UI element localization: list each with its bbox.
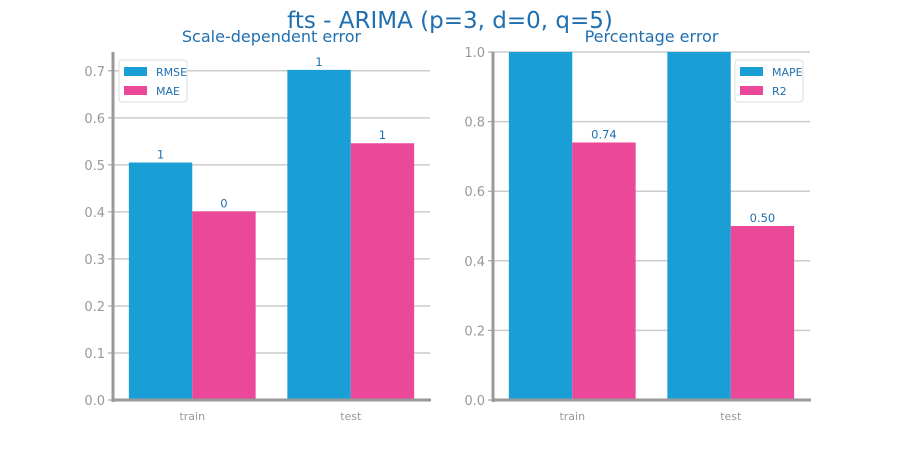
legend-label: MAE <box>156 85 180 98</box>
bar-r2-train <box>572 142 636 401</box>
y-tick-label: 0.1 <box>84 347 105 362</box>
y-tick-label: 0.6 <box>464 185 485 200</box>
subplot-1: Scale-dependent error 0.0 0.1 0.2 0.3 0.4 0.5 0… <box>84 27 431 423</box>
bar-value-label: 0 <box>220 196 227 210</box>
bar-value-label: 1 <box>157 148 164 162</box>
bar-rmse-test <box>287 69 351 400</box>
y-tick-label: 0.6 <box>84 112 105 127</box>
legend-label: R2 <box>772 85 787 98</box>
x-tick-label: test <box>720 410 742 423</box>
bar-mae-test <box>350 143 415 401</box>
y-tick-label: 0.2 <box>464 324 485 339</box>
y-tick-label: 0.8 <box>464 116 485 131</box>
bar-mae-train <box>192 211 256 400</box>
x-tick-label: train <box>179 410 205 423</box>
legend-label: MAPE <box>772 66 803 79</box>
bar-mape-train <box>508 52 573 400</box>
legend-swatch-rmse <box>124 67 147 76</box>
x-tick-label: train <box>559 410 585 423</box>
legend-label: RMSE <box>156 66 187 79</box>
y-tick-label: 0.0 <box>84 394 105 409</box>
y-tick-label: 0.2 <box>84 300 105 315</box>
figure-title: fts - ARIMA (p=3, d=0, q=5) <box>287 8 613 34</box>
y-tick-label: 0.0 <box>464 394 485 409</box>
y-tick-label: 0.7 <box>84 65 105 80</box>
y-tick-label: 0.3 <box>84 253 105 268</box>
legend-swatch-r2 <box>740 86 763 95</box>
bar-r2-test <box>730 226 795 400</box>
y-tick-label: 0.4 <box>84 206 105 221</box>
bar-rmse-train <box>128 162 193 400</box>
legend-swatch-mae <box>124 86 147 95</box>
bar-mape-test <box>667 52 731 400</box>
bar-value-label: 0.50 <box>750 211 776 225</box>
legend: MAPE R2 <box>734 59 804 103</box>
subplot-title: Scale-dependent error <box>182 27 362 46</box>
bar-value-label: 1 <box>379 128 386 142</box>
x-tick-label: test <box>340 410 362 423</box>
subplot-2: Percentage error 0.0 0.2 0.4 0.6 0.8 1.0 0.74 tr… <box>464 27 811 423</box>
y-tick-label: 0.5 <box>84 159 105 174</box>
bar-value-label: 1 <box>315 55 322 69</box>
y-tick-label: 0.4 <box>464 255 485 270</box>
legend-swatch-mape <box>740 67 763 76</box>
subplot-title: Percentage error <box>585 27 719 46</box>
bar-value-label: 0.74 <box>591 127 617 141</box>
y-tick-label: 1.0 <box>464 46 485 61</box>
legend: RMSE MAE <box>118 59 188 103</box>
